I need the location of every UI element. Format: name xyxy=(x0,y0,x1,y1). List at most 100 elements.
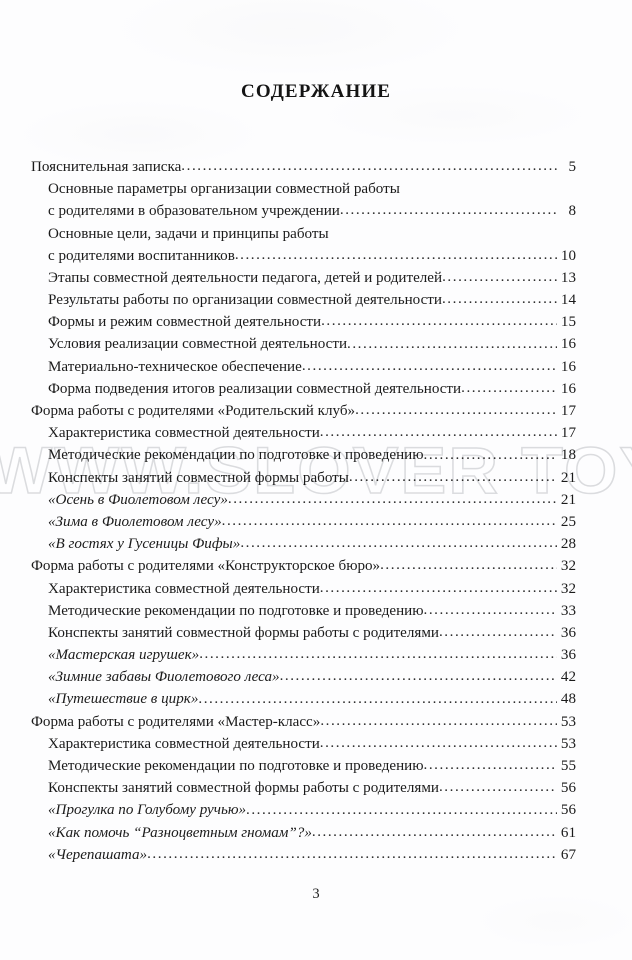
toc-entry[interactable]: Основные параметры организации совместно… xyxy=(31,178,576,200)
toc-entry-page-number: 67 xyxy=(560,846,576,863)
toc-dot-leader xyxy=(439,781,557,796)
toc-dot-leader xyxy=(349,471,557,486)
toc-entry-label: Форма подведения итогов реализации совме… xyxy=(48,380,462,397)
toc-dot-leader xyxy=(240,537,556,552)
toc-entry-label: Этапы совместной деятельности педагога, … xyxy=(48,269,443,286)
toc-entry-label: «Как помочь “Разноцветным гномам”?» xyxy=(48,824,312,841)
toc-entry-page-number: 21 xyxy=(560,469,576,486)
toc-entry[interactable]: «Осень в Фиолетовом лесу» 21 xyxy=(31,489,576,511)
toc-entry-page-number: 16 xyxy=(560,336,576,353)
toc-entry-label: Основные параметры организации совместно… xyxy=(48,181,400,198)
toc-entry-label: с родителями воспитанников xyxy=(48,247,235,264)
toc-entry-page-number: 28 xyxy=(560,536,576,553)
toc-entry-label: Основные цели, задачи и принципы работы xyxy=(48,225,329,242)
toc-entry[interactable]: «Мастерская игрушек» 36 xyxy=(31,644,576,666)
toc-entry-page-number: 17 xyxy=(560,425,576,442)
toc-entry-label: Конспекты занятий совместной формы работ… xyxy=(48,624,439,641)
toc-entry[interactable]: Основные цели, задачи и принципы работы xyxy=(31,223,576,245)
table-of-contents: Пояснительная записка 5 Основные параметры… xyxy=(31,156,576,866)
toc-entry-page-number: 10 xyxy=(560,247,576,264)
toc-entry-label: Пояснительная записка xyxy=(31,158,182,175)
toc-entry[interactable]: «Прогулка по Голубому ручью» 56 xyxy=(31,799,576,821)
toc-entry-label: Характеристика совместной деятельности xyxy=(48,580,320,597)
toc-entry-page-number: 32 xyxy=(560,558,576,575)
toc-entry-label: Методические рекомендации по подготовке … xyxy=(48,602,424,619)
toc-dot-leader xyxy=(222,515,557,530)
toc-entry[interactable]: с родителями в образовательном учреждени… xyxy=(31,200,576,222)
toc-entry[interactable]: «Зимние забавы Фиолетового леса» 42 xyxy=(31,666,576,688)
toc-entry-label: Условия реализации совместной деятельнос… xyxy=(48,336,348,353)
toc-entry[interactable]: Этапы совместной деятельности педагога, … xyxy=(31,267,576,289)
toc-dot-leader xyxy=(424,604,557,619)
toc-entry-page-number: 53 xyxy=(560,735,576,752)
toc-dot-leader xyxy=(199,648,556,663)
toc-entry-page-number: 5 xyxy=(568,158,576,175)
toc-entry-page-number: 53 xyxy=(560,713,576,730)
toc-entry-label: с родителями в образовательном учреждени… xyxy=(48,203,340,220)
toc-entry-label: Конспекты занятий совместной формы работ… xyxy=(48,780,439,797)
toc-dot-leader xyxy=(246,804,556,819)
toc-entry[interactable]: Форма работы с родителями «Конструкторск… xyxy=(31,555,576,577)
toc-entry-page-number: 8 xyxy=(568,203,576,220)
toc-entry[interactable]: «Зима в Фиолетовом лесу» 25 xyxy=(31,511,576,533)
toc-entry[interactable]: Формы и режим совместной деятельности 15 xyxy=(31,311,576,333)
toc-dot-leader xyxy=(329,227,557,242)
toc-entry[interactable]: Условия реализации совместной деятельнос… xyxy=(31,334,576,356)
toc-entry[interactable]: Конспекты занятий совместной формы работ… xyxy=(31,622,576,644)
toc-dot-leader xyxy=(442,293,557,308)
toc-entry[interactable]: Форма работы с родителями «Родительский … xyxy=(31,400,576,422)
toc-entry[interactable]: Результаты работы по организации совмест… xyxy=(31,289,576,311)
toc-dot-leader xyxy=(424,449,557,464)
toc-entry[interactable]: Материально-техническое обеспечение 16 xyxy=(31,356,576,378)
toc-dot-leader xyxy=(280,670,557,685)
toc-dot-leader xyxy=(198,693,556,708)
toc-entry-label: «Зима в Фиолетовом лесу» xyxy=(48,513,222,530)
toc-entry[interactable]: Форма работы с родителями «Мастер-класс»… xyxy=(31,711,576,733)
toc-entry-label: Результаты работы по организации совмест… xyxy=(48,292,442,309)
toc-entry-page-number: 56 xyxy=(560,802,576,819)
toc-entry-label: Форма работы с родителями «Конструкторск… xyxy=(31,558,381,575)
toc-entry-page-number: 56 xyxy=(560,780,576,797)
toc-entry[interactable]: Конспекты занятий совместной формы работ… xyxy=(31,467,576,489)
toc-entry-page-number: 16 xyxy=(560,358,576,375)
toc-entry-label: Характеристика совместной деятельности xyxy=(48,425,320,442)
toc-entry[interactable]: Характеристика совместной деятельности 32 xyxy=(31,578,576,600)
toc-dot-leader xyxy=(439,626,557,641)
toc-entry-page-number: 18 xyxy=(560,447,576,464)
toc-dot-leader xyxy=(302,360,557,375)
toc-entry-page-number: 13 xyxy=(560,269,576,286)
toc-entry-page-number: 16 xyxy=(560,380,576,397)
toc-entry[interactable]: Методические рекомендации по подготовке … xyxy=(31,600,576,622)
toc-dot-leader xyxy=(235,249,557,264)
toc-entry[interactable]: Конспекты занятий совместной формы работ… xyxy=(31,777,576,799)
toc-dot-leader xyxy=(312,826,557,841)
toc-dot-leader xyxy=(320,715,556,730)
toc-entry[interactable]: Пояснительная записка 5 xyxy=(31,156,576,178)
toc-entry-page-number: 55 xyxy=(560,758,576,775)
toc-dot-leader xyxy=(380,559,556,574)
toc-entry[interactable]: «В гостях у Гусеницы Фифы» 28 xyxy=(31,533,576,555)
toc-dot-leader xyxy=(147,848,556,863)
toc-dot-leader xyxy=(400,182,557,197)
toc-entry-label: Характеристика совместной деятельности xyxy=(48,735,320,752)
toc-dot-leader xyxy=(321,315,556,330)
toc-dot-leader xyxy=(320,582,557,597)
toc-entry-label: Форма работы с родителями «Родительский … xyxy=(31,403,356,420)
toc-entry-label: Форма работы с родителями «Мастер-класс» xyxy=(31,713,321,730)
toc-dot-leader xyxy=(320,737,557,752)
toc-entry[interactable]: «Черепашата» 67 xyxy=(31,844,576,866)
toc-entry[interactable]: Методические рекомендации по подготовке … xyxy=(31,755,576,777)
toc-dot-leader xyxy=(461,382,556,397)
toc-entry[interactable]: Форма подведения итогов реализации совме… xyxy=(31,378,576,400)
toc-entry[interactable]: «Как помочь “Разноцветным гномам”?» 61 xyxy=(31,822,576,844)
toc-entry[interactable]: Характеристика совместной деятельности 53 xyxy=(31,733,576,755)
toc-entry-label: Конспекты занятий совместной формы работ… xyxy=(48,469,349,486)
toc-entry[interactable]: «Путешествие в цирк» 48 xyxy=(31,689,576,711)
toc-entry-label: «Мастерская игрушек» xyxy=(48,647,200,664)
page-title: СОДЕРЖАНИЕ xyxy=(241,80,391,102)
toc-entry[interactable]: Методические рекомендации по подготовке … xyxy=(31,444,576,466)
toc-entry[interactable]: с родителями воспитанников 10 xyxy=(31,245,576,267)
toc-dot-leader xyxy=(320,426,557,441)
toc-entry[interactable]: Характеристика совместной деятельности 17 xyxy=(31,422,576,444)
